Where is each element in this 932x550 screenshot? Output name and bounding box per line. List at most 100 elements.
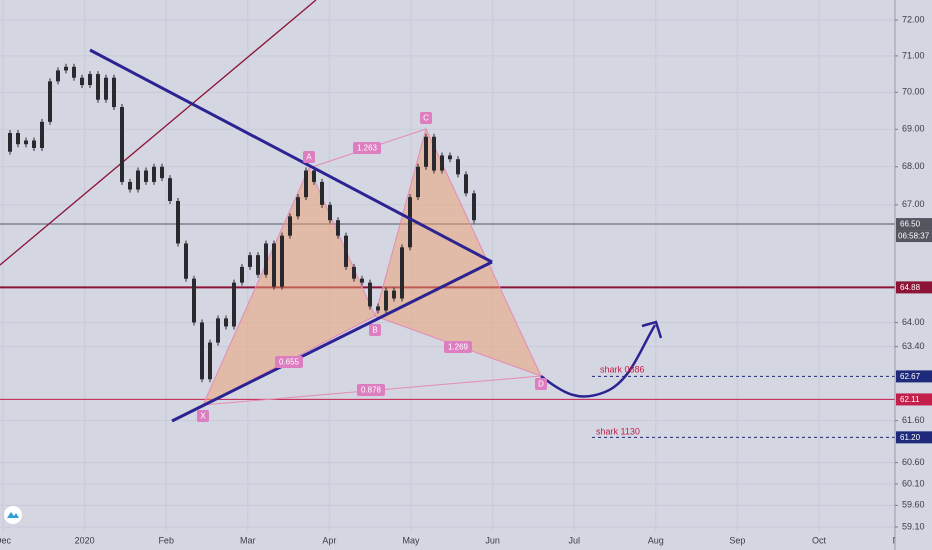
candle bbox=[304, 170, 308, 198]
candle bbox=[128, 181, 132, 190]
price-tag-label: 66.50 bbox=[900, 220, 921, 229]
ratio-tag bbox=[353, 142, 381, 154]
price-tag-label: 61.20 bbox=[900, 433, 921, 442]
candles bbox=[8, 63, 476, 383]
point-tag bbox=[303, 151, 315, 163]
candle bbox=[8, 133, 12, 152]
y-tick-label: 59.60 bbox=[902, 500, 925, 510]
candle bbox=[248, 255, 252, 267]
candle bbox=[376, 306, 380, 311]
x-tick-label: Apr bbox=[322, 535, 336, 545]
y-tick-label: 70.00 bbox=[902, 87, 925, 97]
x-tick-label: Feb bbox=[158, 535, 174, 545]
candle bbox=[424, 136, 428, 167]
candle bbox=[16, 133, 20, 145]
y-tick-label: 60.60 bbox=[902, 457, 925, 467]
candle bbox=[296, 197, 300, 217]
candle bbox=[456, 159, 460, 175]
candle bbox=[224, 318, 228, 327]
ratio-label: 0.655 bbox=[279, 358, 300, 367]
triangle-line bbox=[89, 48, 493, 264]
x-tick-label: Oct bbox=[812, 535, 827, 545]
candle bbox=[24, 140, 28, 145]
candle bbox=[336, 220, 340, 236]
candle bbox=[408, 197, 412, 248]
candle bbox=[136, 170, 140, 190]
candle bbox=[256, 255, 260, 275]
candle bbox=[144, 170, 148, 182]
candle bbox=[208, 342, 212, 380]
point-tag bbox=[535, 378, 547, 390]
y-tick-label: 69.00 bbox=[902, 124, 925, 134]
price-tag-label: 62.11 bbox=[900, 395, 920, 404]
ratio-label: 0.878 bbox=[361, 386, 382, 395]
ratio-label: 1.263 bbox=[357, 144, 378, 153]
point-label: B bbox=[372, 326, 377, 335]
candle bbox=[152, 166, 156, 182]
candle bbox=[416, 166, 420, 198]
candle bbox=[352, 266, 356, 279]
x-tick-label: Jul bbox=[568, 535, 580, 545]
annotation: shark 1130 bbox=[596, 426, 640, 436]
y-tick-label: 68.00 bbox=[902, 161, 925, 171]
price-tag bbox=[896, 218, 932, 231]
x-axis: Dec2020FebMarAprMayJunJulAugSepOctNov bbox=[0, 535, 909, 545]
y-tick-label: 63.40 bbox=[902, 341, 925, 351]
x-tick-label: 2020 bbox=[75, 535, 95, 545]
x-tick-label: Mar bbox=[240, 535, 256, 545]
candle bbox=[312, 170, 316, 182]
y-tick-label: 61.60 bbox=[902, 415, 925, 425]
candle bbox=[288, 216, 292, 236]
x-tick-label: Aug bbox=[648, 535, 664, 545]
point-label: A bbox=[306, 153, 312, 162]
candle bbox=[240, 266, 244, 283]
point-tag bbox=[197, 410, 209, 422]
candle bbox=[232, 282, 236, 327]
x-tick-label: Jun bbox=[485, 535, 500, 545]
candle bbox=[200, 322, 204, 380]
candle bbox=[392, 290, 396, 299]
candle bbox=[96, 74, 100, 100]
candle bbox=[112, 77, 116, 108]
ratio-tag bbox=[357, 384, 385, 396]
point-tag bbox=[420, 112, 432, 124]
candle bbox=[448, 155, 452, 160]
candle bbox=[88, 74, 92, 86]
candle bbox=[64, 66, 68, 71]
candle bbox=[368, 282, 372, 307]
candle bbox=[56, 70, 60, 82]
price-tag bbox=[896, 370, 932, 383]
y-axis: 72.00 71.00 70.00 69.00 68.00 67.00 64.00 63.40… bbox=[895, 14, 932, 531]
candle bbox=[440, 155, 444, 171]
ratio-label: 1.269 bbox=[448, 343, 469, 352]
triangle-line bbox=[171, 260, 493, 423]
annotation: shark 0886 bbox=[600, 364, 645, 374]
y-tick-label: 71.00 bbox=[902, 50, 925, 60]
point-label: D bbox=[538, 380, 544, 389]
candle bbox=[432, 136, 436, 171]
price-tag bbox=[896, 281, 932, 294]
y-tick-label: 72.00 bbox=[902, 14, 925, 24]
x-tick-label: Dec bbox=[0, 535, 11, 545]
projection-curve bbox=[540, 324, 657, 398]
candle bbox=[472, 193, 476, 221]
candle bbox=[160, 166, 164, 179]
countdown: 06:58:37 bbox=[898, 232, 930, 241]
candle bbox=[264, 243, 268, 275]
price-tag bbox=[896, 393, 932, 406]
candle bbox=[360, 278, 364, 283]
candle bbox=[168, 178, 172, 201]
candle bbox=[464, 174, 468, 194]
candle bbox=[32, 140, 36, 148]
candle bbox=[328, 204, 332, 221]
candle bbox=[48, 81, 52, 122]
pattern-labels: X A B C D 0.655 1.263 1.269 0.878 bbox=[197, 112, 547, 422]
candle bbox=[280, 235, 284, 287]
y-tick-label: 67.00 bbox=[902, 199, 925, 209]
y-tick-label: 59.10 bbox=[902, 521, 925, 531]
y-tick-label: 60.10 bbox=[902, 478, 925, 488]
ratio-tag bbox=[275, 356, 303, 368]
candle bbox=[272, 243, 276, 287]
ratio-tag bbox=[444, 341, 472, 353]
candle bbox=[80, 77, 84, 86]
